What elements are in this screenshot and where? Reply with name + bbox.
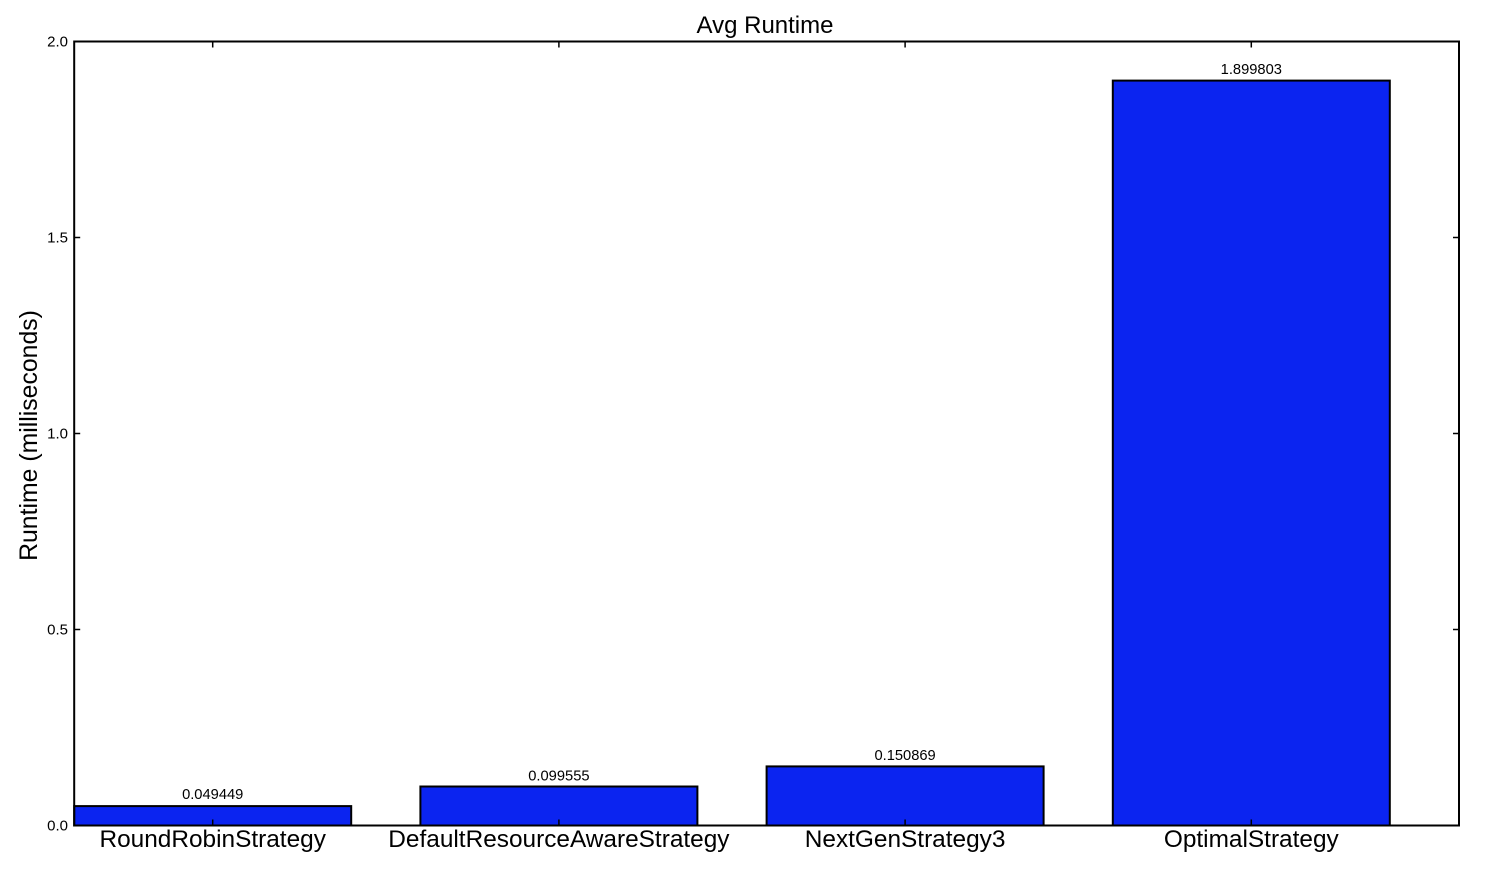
svg-text:2.0: 2.0 [47, 33, 68, 50]
svg-text:0.0: 0.0 [47, 817, 68, 834]
svg-text:0.5: 0.5 [47, 621, 68, 638]
svg-text:1.5: 1.5 [47, 229, 68, 246]
svg-text:NextGenStrategy3: NextGenStrategy3 [805, 826, 1006, 853]
svg-text:1.0: 1.0 [47, 425, 68, 442]
svg-text:OptimalStrategy: OptimalStrategy [1164, 826, 1340, 853]
svg-text:RoundRobinStrategy: RoundRobinStrategy [99, 826, 326, 853]
svg-text:0.150869: 0.150869 [874, 748, 935, 764]
svg-text:Runtime (milliseconds): Runtime (milliseconds) [16, 310, 43, 561]
svg-text:DefaultResourceAwareStrategy: DefaultResourceAwareStrategy [388, 826, 730, 853]
svg-text:1.899803: 1.899803 [1221, 62, 1282, 78]
svg-text:0.049449: 0.049449 [182, 787, 243, 803]
svg-text:0.099555: 0.099555 [528, 769, 589, 785]
svg-text:Avg Runtime: Avg Runtime [697, 12, 834, 39]
